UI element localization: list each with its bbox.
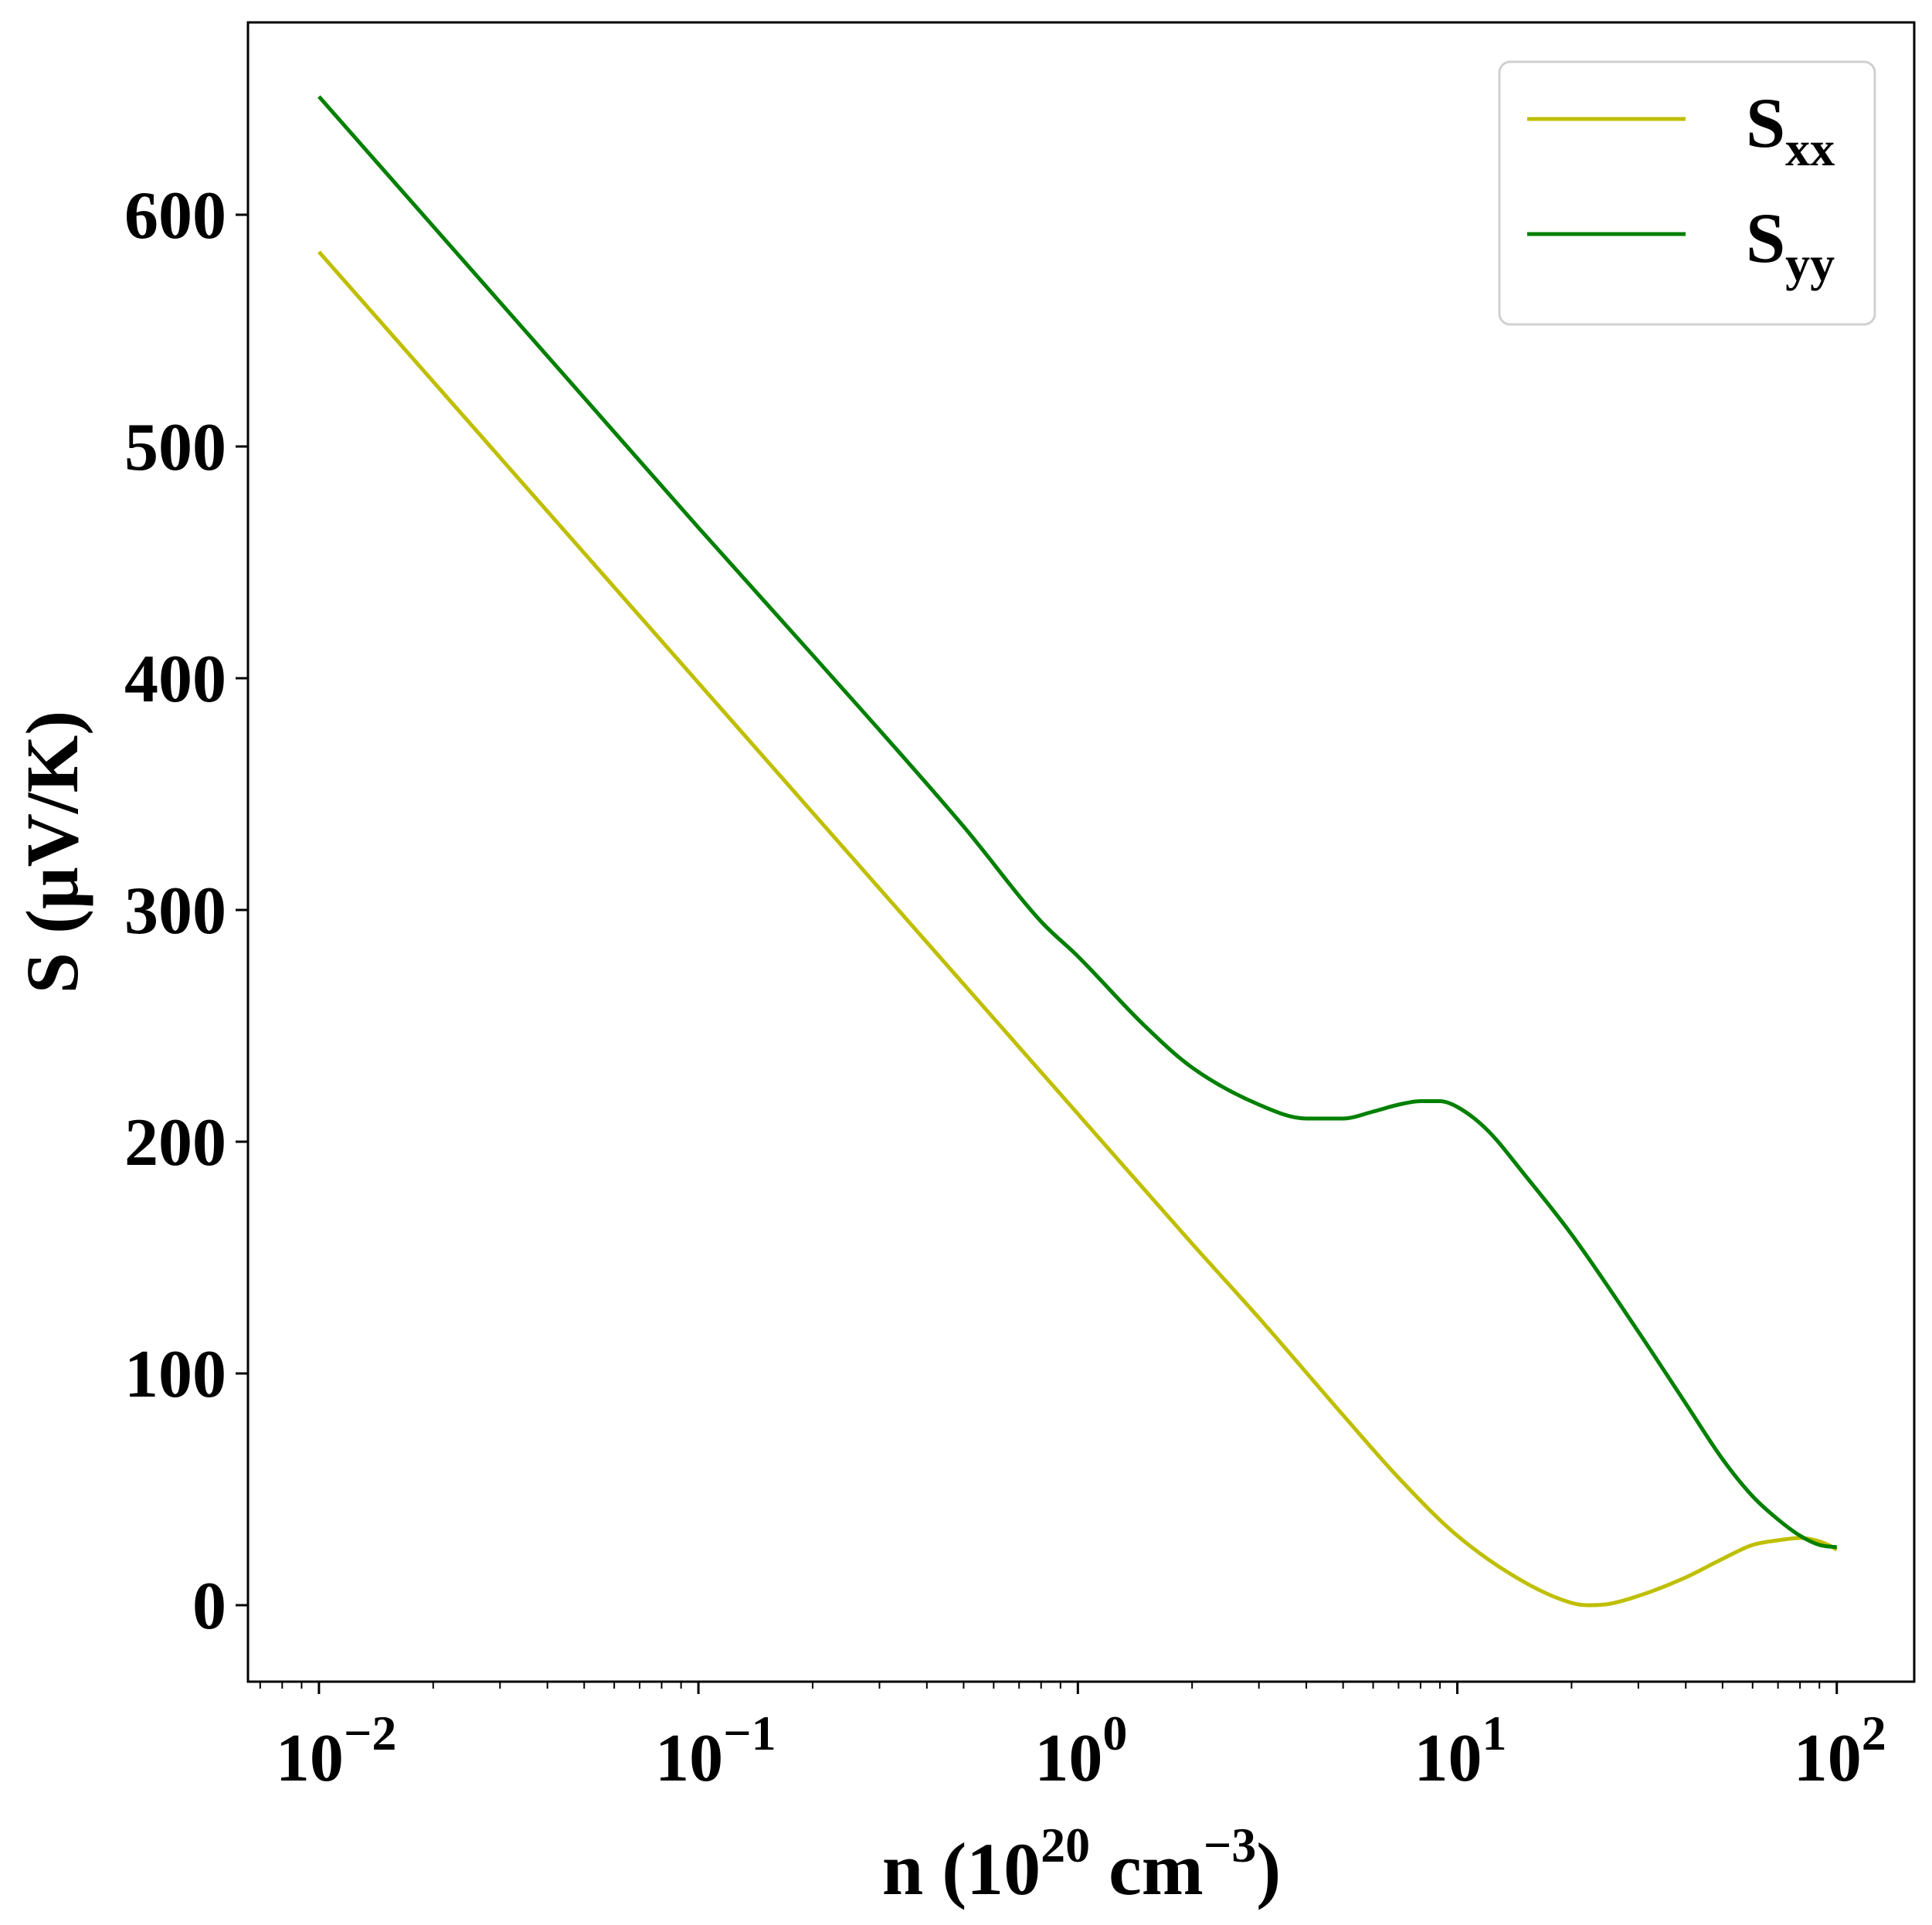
x-tick-label: 10−2 <box>276 1706 396 1796</box>
series-line-yy <box>317 95 1838 1550</box>
x-tick-label: 10−1 <box>655 1706 776 1796</box>
legend-label-xx: Sxx <box>1746 83 1835 176</box>
y-tick-label: 300 <box>124 874 226 949</box>
y-tick-label: 100 <box>124 1337 226 1412</box>
legend: Sxx Syy <box>1498 60 1876 326</box>
x-axis-title-end: ) <box>1256 1828 1281 1910</box>
y-tick-label: 200 <box>124 1105 226 1180</box>
legend-label-yy-main: S <box>1746 199 1785 277</box>
y-ticks: 0 100 200 300 400 500 600 <box>124 178 248 1644</box>
series-line-xx <box>317 250 1838 1608</box>
legend-label-yy: Syy <box>1746 199 1835 291</box>
x-axis-title-mid: cm <box>1090 1828 1204 1910</box>
legend-box <box>1498 60 1876 326</box>
legend-label-yy-sub: yy <box>1785 236 1835 291</box>
y-tick-label: 500 <box>124 410 226 485</box>
series-lines <box>317 95 1838 1608</box>
x-axis-title-sup1: 20 <box>1041 1818 1090 1872</box>
x-axis-title-sup2: −3 <box>1204 1818 1256 1872</box>
y-tick-label: 400 <box>124 642 226 717</box>
x-tick-label: 100 <box>1034 1706 1127 1796</box>
x-axis-title: n (1020 cm−3) <box>882 1818 1281 1910</box>
legend-label-xx-main: S <box>1746 83 1785 162</box>
y-tick-label: 0 <box>192 1569 226 1644</box>
x-tick-label: 101 <box>1414 1706 1507 1796</box>
plot-frame <box>246 21 1916 1683</box>
x-axis-title-base: n (10 <box>882 1828 1041 1910</box>
legend-label-xx-sub: xx <box>1785 121 1835 176</box>
x-tick-label: 102 <box>1794 1706 1886 1796</box>
y-tick-label: 600 <box>124 178 226 253</box>
y-axis-title: S (μV/K) <box>11 711 93 993</box>
x-major-ticks: 10−2 10−1 100 101 102 <box>276 1682 1886 1796</box>
